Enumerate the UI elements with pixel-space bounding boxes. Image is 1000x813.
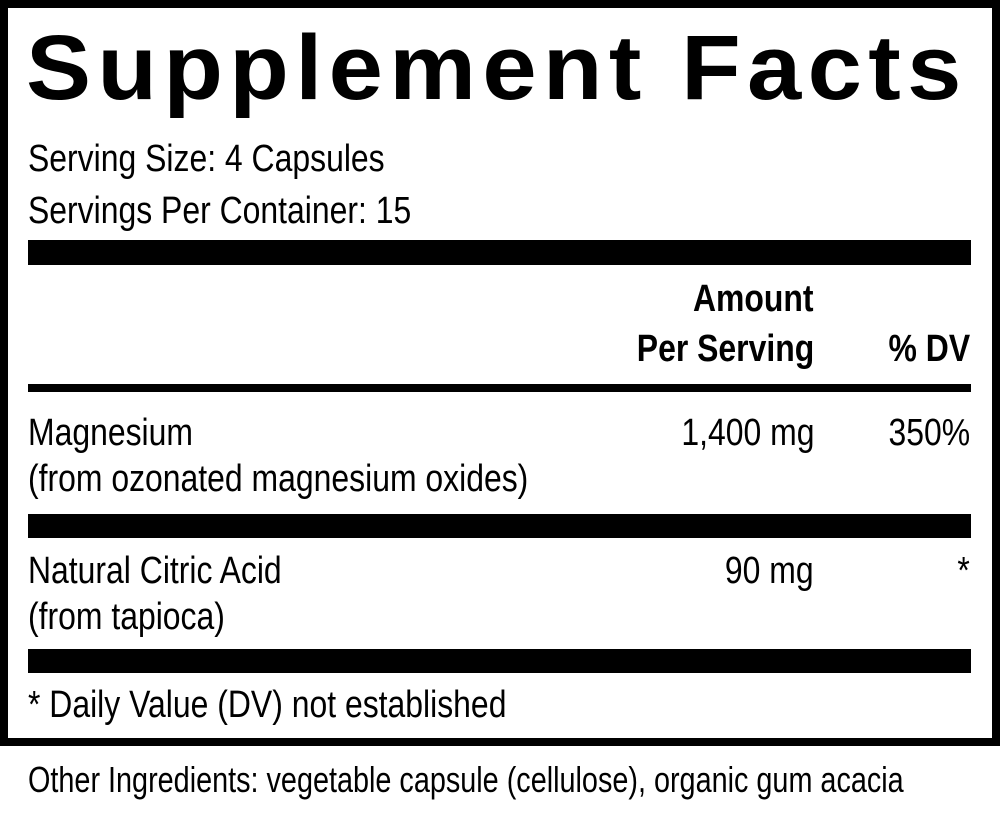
thick-divider [28,240,971,265]
amount-header-line1: Amount [693,278,814,320]
row-dv: 350% [888,412,970,454]
row-amount: 1,400 mg [680,412,814,454]
footnote: * Daily Value (DV) not established [28,684,507,726]
other-ingredients: Other Ingredients: vegetable capsule (ce… [28,759,904,800]
thin-divider [28,384,971,392]
row-name: Magnesium [28,412,193,454]
servings-per-container: Servings Per Container: 15 [28,190,412,232]
row-source: (from ozonated magnesium oxides) [28,458,529,500]
row-dv: * [957,550,970,592]
supplement-facts-panel [0,0,1000,746]
dv-header: % DV [888,328,970,370]
row-name: Natural Citric Acid [28,550,282,592]
row-source: (from tapioca) [28,596,225,638]
thick-divider [28,514,971,538]
amount-header-line2: Per Serving [636,328,814,370]
thick-divider [28,649,971,673]
panel-title: Supplement Facts [26,17,968,119]
serving-size: Serving Size: 4 Capsules [28,138,385,180]
row-amount: 90 mg [725,550,814,592]
